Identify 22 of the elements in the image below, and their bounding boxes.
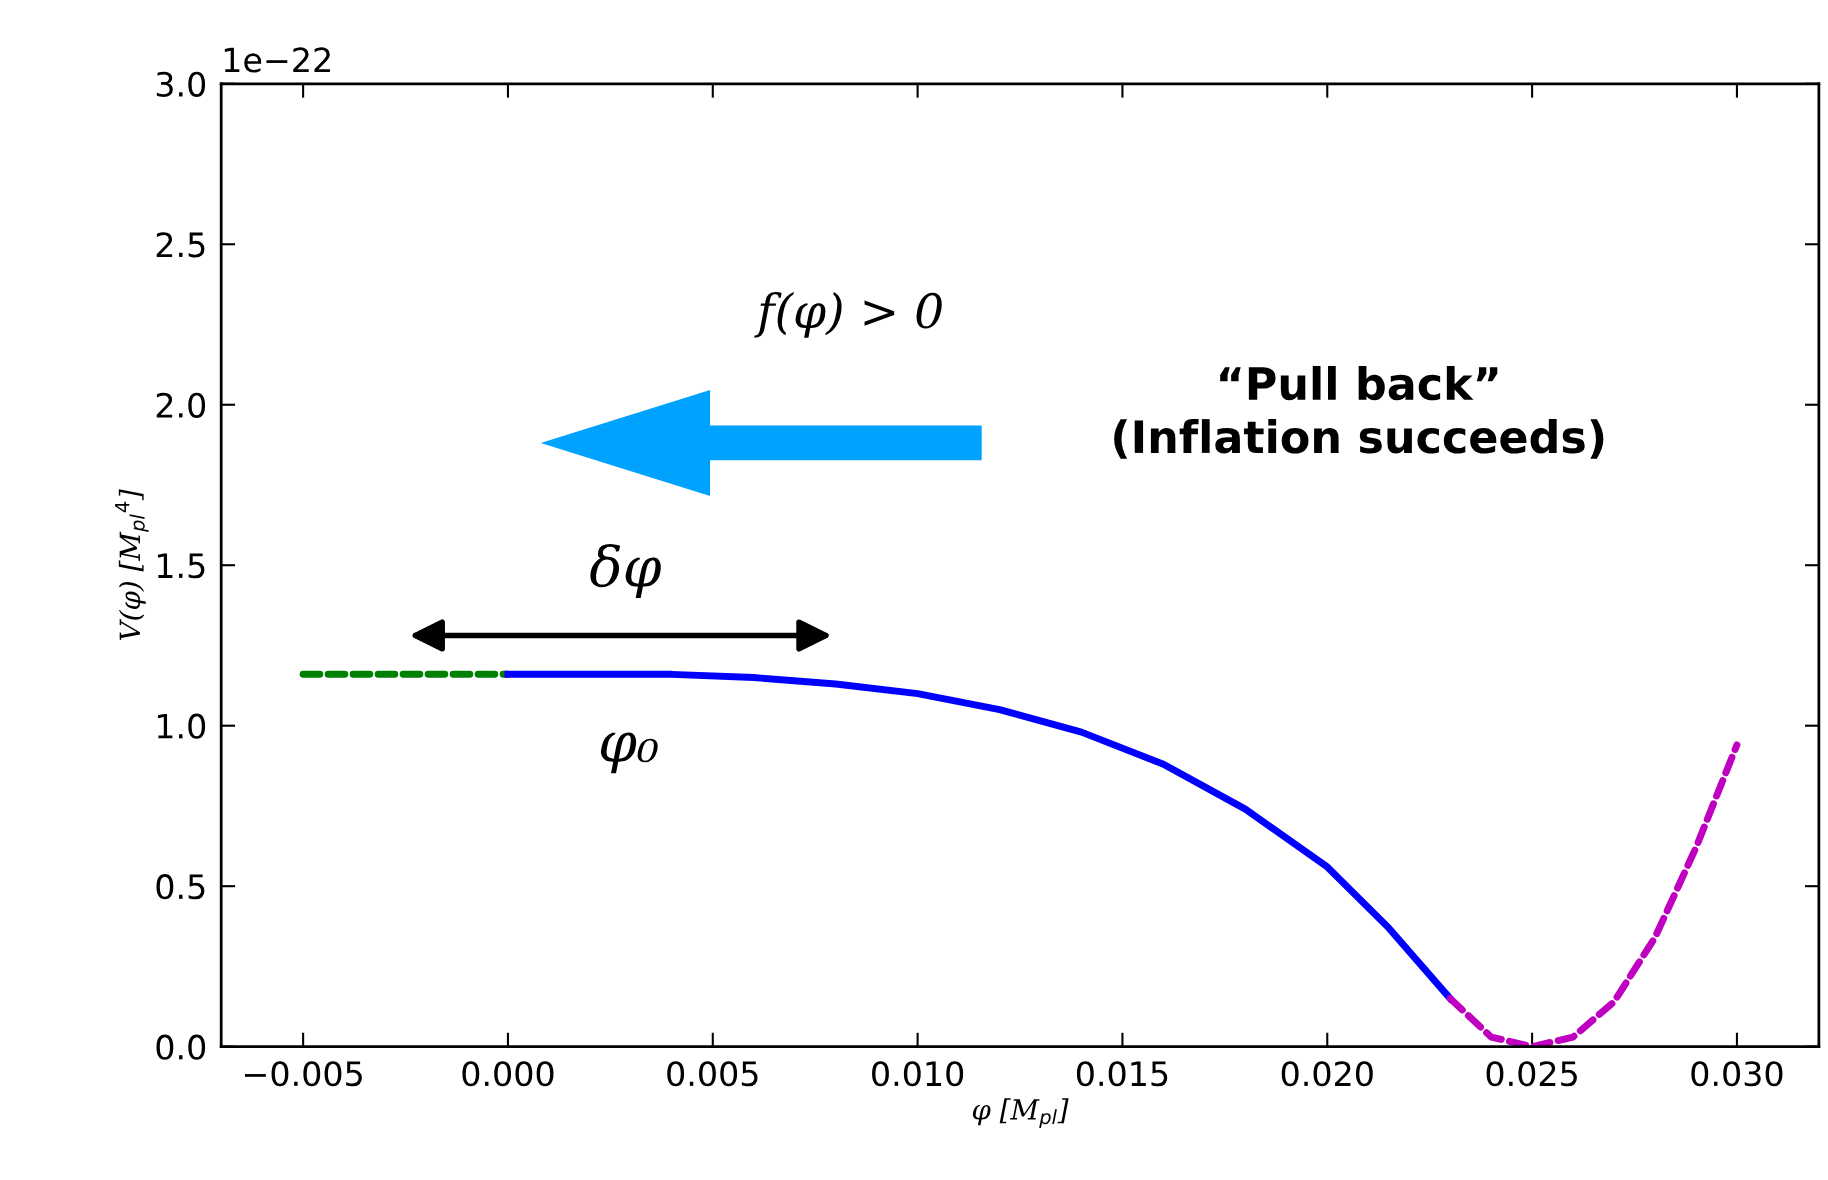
y-tick-label: 3.0: [156, 71, 206, 97]
annotation: f(φ) > 0: [754, 292, 942, 338]
x-tick-label: 0.005: [667, 1061, 758, 1087]
x-tick-label: 0.015: [1076, 1061, 1168, 1087]
y-tick-label: 0.0: [156, 1034, 206, 1060]
y-tick-label: 1.0: [157, 713, 206, 739]
y-tick-label: 2.5: [156, 232, 205, 258]
y-tick-label: 0.5: [156, 874, 205, 900]
x-tick-label: 0.025: [1486, 1061, 1577, 1087]
annotation: “Pull back” (Inflation succeeds): [1114, 365, 1604, 459]
x-tick-label: 0.030: [1691, 1061, 1783, 1087]
annotation: δφ: [590, 543, 661, 599]
x-axis-title: φ [M$_{pl}$]: [972, 1098, 1069, 1129]
y-tick-label: 1.5: [157, 553, 205, 579]
text: 1e−22: [224, 47, 330, 73]
y-axis-title: V(φ) [M$_{pl}$$^{4}$]: [115, 489, 149, 641]
x-tick-label: 0.010: [872, 1061, 964, 1087]
x-tick-label: −0.005: [244, 1061, 362, 1087]
x-tick-label: 0.020: [1281, 1061, 1373, 1087]
annotation: φ₀: [600, 732, 658, 774]
x-tick-label: 0.000: [462, 1061, 554, 1087]
y-tick-label: 2.0: [156, 392, 206, 418]
